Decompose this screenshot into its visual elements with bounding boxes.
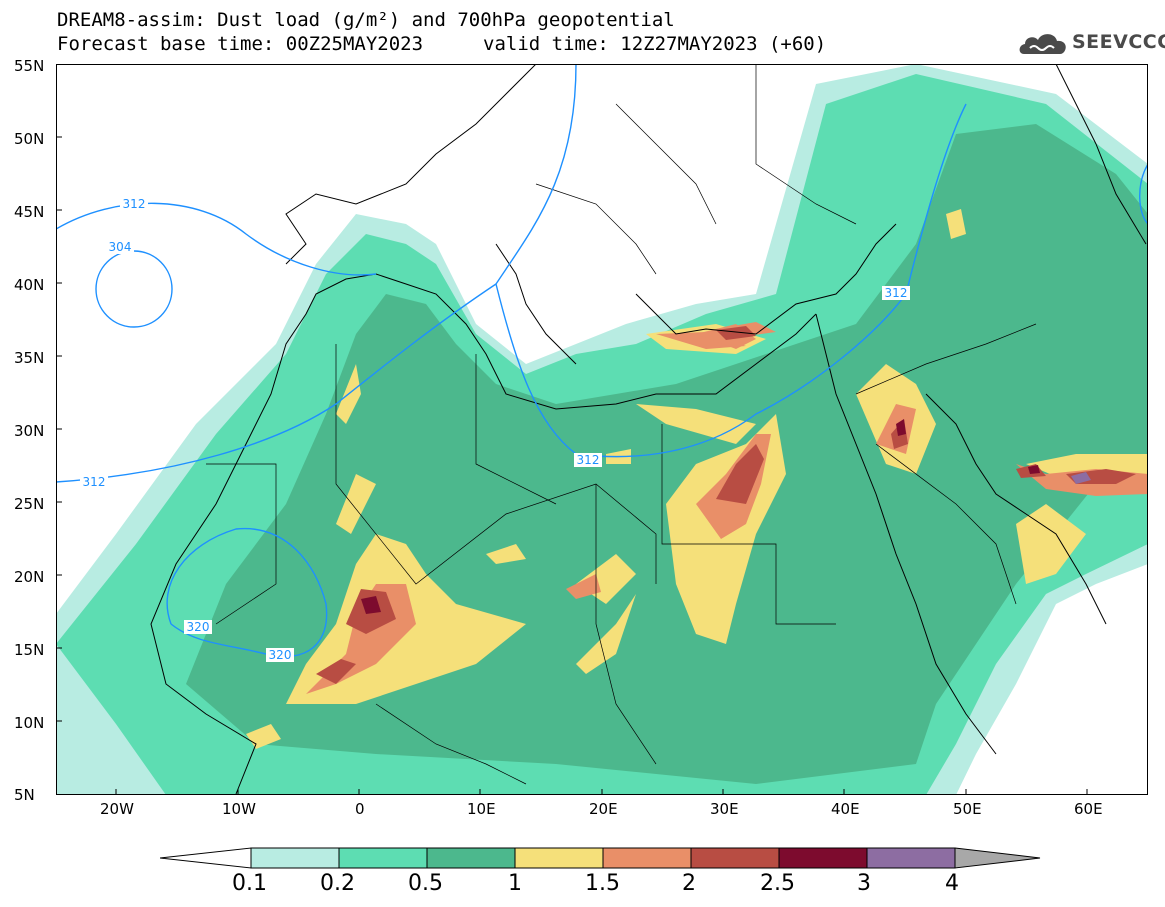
- lon-label-20w: 20W: [100, 800, 134, 818]
- legend-label-0.5: 0.5: [408, 871, 443, 896]
- color-legend: [160, 847, 1041, 869]
- legend-label-2: 2: [682, 871, 696, 896]
- legend-swatch-1.5-2: [602, 847, 692, 869]
- lon-label-10e: 10E: [467, 800, 496, 818]
- dust-load-map: 312 304 312 312 312 320 320: [56, 64, 1148, 795]
- contour-312-north: [56, 202, 377, 276]
- contour-label-320-a: 320: [187, 620, 210, 634]
- lon-label-60e: 60E: [1074, 800, 1103, 818]
- lat-label-50n: 50N: [14, 130, 45, 148]
- contour-312-central: [495, 103, 967, 458]
- lat-label-15n: 15N: [14, 641, 45, 659]
- lat-label-45n: 45N: [14, 203, 45, 221]
- lon-label-10w: 10W: [222, 800, 256, 818]
- valid-time: valid time: 12Z27MAY2023 (+60): [483, 33, 827, 55]
- contour-320: [166, 527, 328, 658]
- contour-label-312-c: 312: [577, 453, 600, 467]
- lat-label-35n: 35N: [14, 349, 45, 367]
- legend-swatch-0.2-0.5: [338, 847, 428, 869]
- legend-swatch-2.5-3: [778, 847, 868, 869]
- contour-312-west: [56, 64, 577, 483]
- cloud-icon: [1019, 34, 1066, 54]
- contour-label-312-a: 312: [123, 197, 146, 211]
- legend-label-0.1: 0.1: [232, 871, 267, 896]
- seevccc-logo: SEEVCCC: [1016, 26, 1165, 60]
- contour-labels: 312 304 312 312 312 320 320: [80, 197, 910, 662]
- lon-label-0: 0: [355, 800, 365, 818]
- legend-over-triangle: [954, 847, 1041, 869]
- legend-label-2.5: 2.5: [760, 871, 795, 896]
- logo-text: SEEVCCC: [1072, 31, 1165, 53]
- lon-label-40e: 40E: [831, 800, 860, 818]
- legend-label-3: 3: [857, 871, 871, 896]
- lon-label-30e: 30E: [710, 800, 739, 818]
- lat-label-10n: 10N: [14, 714, 45, 732]
- lat-label-20n: 20N: [14, 568, 45, 586]
- contour-label-320-b: 320: [269, 648, 292, 662]
- legend-under-triangle: [160, 847, 252, 869]
- map-title: DREAM8-assim: Dust load (g/m²) and 700hP…: [57, 9, 675, 31]
- legend-swatch-0.5-1: [426, 847, 516, 869]
- contour-label-304: 304: [109, 240, 132, 254]
- contour-label-312-b: 312: [83, 475, 106, 489]
- geopotential-contours: [56, 64, 1148, 658]
- forecast-base-time: Forecast base time: 00Z25MAY2023: [57, 33, 424, 55]
- legend-label-4: 4: [945, 871, 959, 896]
- legend-label-0.2: 0.2: [320, 871, 355, 896]
- contour-312-east: [1139, 163, 1148, 225]
- legend-label-1: 1: [508, 871, 522, 896]
- lat-label-55n: 55N: [14, 57, 45, 75]
- dust-band-4: [1071, 472, 1091, 484]
- lat-label-30n: 30N: [14, 422, 45, 440]
- lon-label-50e: 50E: [953, 800, 982, 818]
- lon-label-20e: 20E: [589, 800, 618, 818]
- country-borders: [206, 64, 1037, 785]
- lat-label-25n: 25N: [14, 495, 45, 513]
- map-ticks: [56, 64, 1088, 795]
- legend-label-1.5: 1.5: [585, 871, 620, 896]
- contour-label-312-d: 312: [885, 286, 908, 300]
- legend-swatch-3-4: [866, 847, 956, 869]
- legend-swatch-0.1-0.2: [250, 847, 340, 869]
- lat-label-40n: 40N: [14, 276, 45, 294]
- legend-swatch-2-2.5: [690, 847, 780, 869]
- lat-label-5n: 5N: [14, 786, 35, 804]
- coastlines: [150, 64, 1147, 795]
- legend-swatch-1-1.5: [514, 847, 604, 869]
- dust-band-2.5: [361, 419, 1040, 614]
